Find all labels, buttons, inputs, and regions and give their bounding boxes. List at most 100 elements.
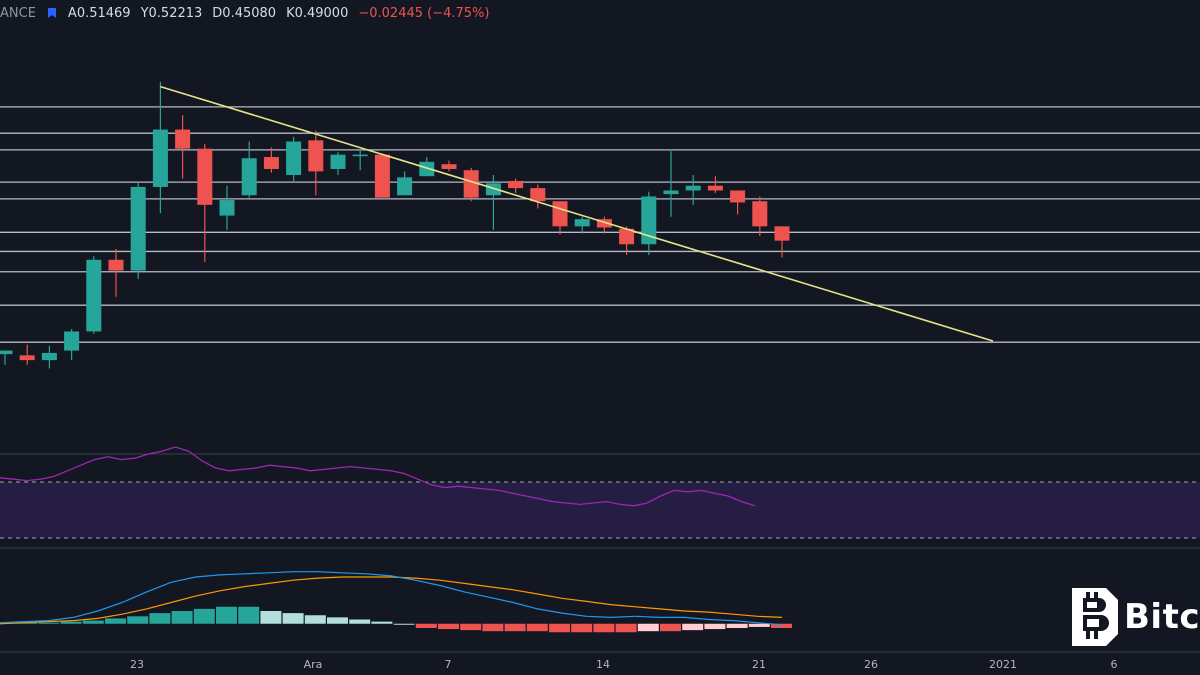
x-tick-label: 6 — [1111, 658, 1118, 671]
candle-bull — [241, 158, 257, 196]
trendline — [160, 85, 994, 342]
macd-histogram-bar — [216, 606, 237, 624]
macd-histogram-bar — [660, 623, 681, 632]
symbol-label: ANCE — [0, 5, 36, 21]
macd-panel — [0, 571, 792, 633]
macd-line — [0, 571, 783, 626]
macd-histogram-bar — [371, 621, 393, 624]
macd-histogram-bar — [127, 616, 149, 624]
x-tick-label: 2021 — [989, 658, 1017, 671]
candle-bull — [485, 183, 501, 196]
candle-bear — [552, 201, 568, 227]
candle-bear — [730, 190, 746, 203]
candle-bear — [263, 157, 279, 169]
candle-bull — [86, 259, 102, 332]
high-value: Y0.52213 — [140, 5, 203, 21]
macd-histogram-bar — [726, 623, 748, 628]
macd-histogram-bar — [526, 623, 548, 632]
x-tick-label: Ara — [304, 658, 323, 671]
macd-histogram-bar — [282, 613, 304, 624]
macd-histogram-bar — [327, 617, 348, 624]
macd-histogram-bar — [260, 611, 282, 624]
candle-bear — [596, 219, 612, 228]
candle-bear — [619, 228, 635, 245]
candle-bull — [397, 177, 413, 196]
ohlc-header: ANCE A0.51469 Y0.52213 D0.45080 K0.49000… — [0, 4, 489, 22]
macd-histogram-bar — [593, 623, 615, 633]
candle-bear — [752, 201, 768, 227]
candle-bear — [441, 164, 457, 169]
candle-bull — [352, 154, 368, 157]
candle-bull — [286, 141, 302, 175]
macd-histogram-bar — [482, 623, 504, 632]
rsi-line — [0, 446, 756, 507]
watermark-text: Bitc — [1124, 597, 1200, 637]
macd-histogram-bar — [682, 623, 704, 631]
candle-bear — [374, 154, 390, 198]
x-tick-label: 7 — [445, 658, 452, 671]
rsi-band — [0, 482, 1200, 538]
candle-bear — [774, 226, 790, 241]
close-value: K0.49000 — [286, 5, 349, 21]
macd-histogram-bar — [393, 623, 415, 625]
candle-bear — [530, 188, 546, 202]
macd-histogram-bar — [460, 623, 482, 631]
macd-histogram-bar — [438, 623, 459, 630]
macd-histogram-bar — [60, 621, 82, 624]
open-value: A0.51469 — [67, 5, 131, 21]
macd-histogram-bar — [193, 608, 215, 624]
macd-histogram-bar — [38, 622, 60, 624]
candle-bear — [463, 170, 479, 198]
candle-bull — [685, 185, 701, 191]
candle-bull — [41, 352, 57, 361]
candle-bull — [330, 154, 346, 169]
x-tick-label: 23 — [130, 658, 144, 671]
macd-histogram-bar — [549, 623, 570, 633]
candle-bear — [175, 129, 191, 149]
macd-histogram-bar — [704, 623, 726, 630]
macd-signal-line — [0, 576, 783, 625]
candle-bear — [19, 355, 35, 361]
candle-bear — [308, 140, 324, 172]
macd-histogram-bar — [415, 623, 437, 628]
candle-bull — [419, 161, 435, 177]
macd-histogram-bar — [504, 623, 526, 632]
macd-histogram-bar — [238, 606, 260, 624]
x-tick-label: 21 — [752, 658, 766, 671]
flag-icon — [47, 8, 56, 18]
macd-histogram-bar — [82, 620, 104, 624]
macd-histogram-bar — [304, 615, 326, 624]
candle-bull — [663, 190, 679, 195]
candle-bull — [574, 219, 590, 227]
x-tick-label: 26 — [864, 658, 878, 671]
candle-bull — [641, 196, 657, 245]
macd-histogram-bar — [748, 623, 770, 627]
bitcoin-logo-icon — [1072, 588, 1119, 646]
change-value: −0.02445 (−4.75%) — [358, 5, 490, 21]
macd-histogram-bar — [615, 623, 637, 633]
candle-bull — [130, 186, 146, 271]
x-tick-label: 14 — [596, 658, 610, 671]
candle-bear — [108, 259, 124, 271]
candle-bear — [508, 180, 524, 189]
candle-bull — [152, 129, 168, 187]
price-panel — [0, 81, 1200, 455]
candle-bull — [219, 200, 235, 216]
macd-histogram-bar — [771, 623, 792, 628]
macd-histogram-bar — [349, 619, 371, 624]
low-value: D0.45080 — [212, 5, 277, 21]
candle-bear — [197, 148, 213, 205]
macd-histogram-bar — [171, 611, 193, 624]
macd-histogram-bar — [637, 623, 659, 632]
candle-bull — [64, 331, 80, 351]
candle-bear — [707, 185, 723, 191]
macd-histogram-bar — [149, 613, 171, 624]
watermark: Bitc — [1066, 586, 1200, 648]
rsi-panel — [0, 446, 1200, 549]
macd-histogram-bar — [571, 623, 593, 633]
time-axis: 23 Ara 7 14 21 26 2021 6 — [0, 651, 1200, 671]
macd-histogram-bar — [105, 618, 126, 624]
candle-bull — [0, 350, 13, 355]
macd-histogram-bar — [16, 622, 38, 624]
